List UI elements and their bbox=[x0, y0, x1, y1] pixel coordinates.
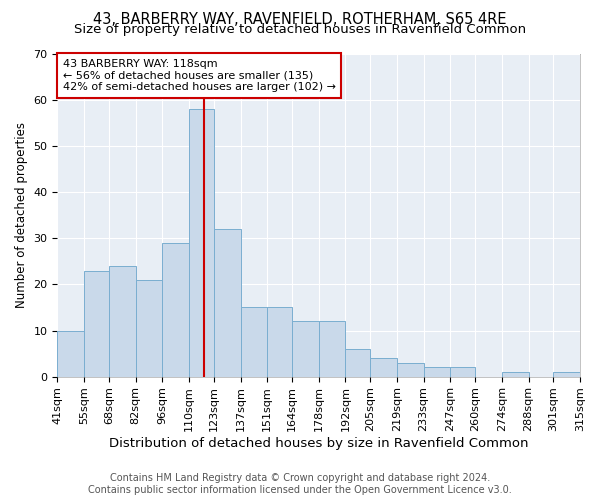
Text: 43, BARBERRY WAY, RAVENFIELD, ROTHERHAM, S65 4RE: 43, BARBERRY WAY, RAVENFIELD, ROTHERHAM,… bbox=[93, 12, 507, 28]
Bar bbox=[580, 372, 600, 376]
Bar bbox=[163, 243, 189, 376]
Bar bbox=[553, 372, 580, 376]
Bar bbox=[346, 349, 370, 376]
X-axis label: Distribution of detached houses by size in Ravenfield Common: Distribution of detached houses by size … bbox=[109, 437, 529, 450]
Bar bbox=[84, 270, 109, 376]
Y-axis label: Number of detached properties: Number of detached properties bbox=[15, 122, 28, 308]
Bar bbox=[58, 330, 84, 376]
Bar bbox=[136, 280, 163, 376]
Bar bbox=[241, 308, 267, 376]
Bar bbox=[397, 363, 424, 376]
Bar bbox=[370, 358, 397, 376]
Bar bbox=[424, 368, 451, 376]
Bar bbox=[109, 266, 136, 376]
Bar bbox=[319, 322, 346, 376]
Bar bbox=[292, 322, 319, 376]
Text: Size of property relative to detached houses in Ravenfield Common: Size of property relative to detached ho… bbox=[74, 22, 526, 36]
Text: 43 BARBERRY WAY: 118sqm
← 56% of detached houses are smaller (135)
42% of semi-d: 43 BARBERRY WAY: 118sqm ← 56% of detache… bbox=[62, 59, 335, 92]
Bar bbox=[267, 308, 292, 376]
Bar bbox=[502, 372, 529, 376]
Bar bbox=[451, 368, 475, 376]
Bar bbox=[189, 110, 214, 376]
Text: Contains HM Land Registry data © Crown copyright and database right 2024.
Contai: Contains HM Land Registry data © Crown c… bbox=[88, 474, 512, 495]
Bar bbox=[214, 229, 241, 376]
